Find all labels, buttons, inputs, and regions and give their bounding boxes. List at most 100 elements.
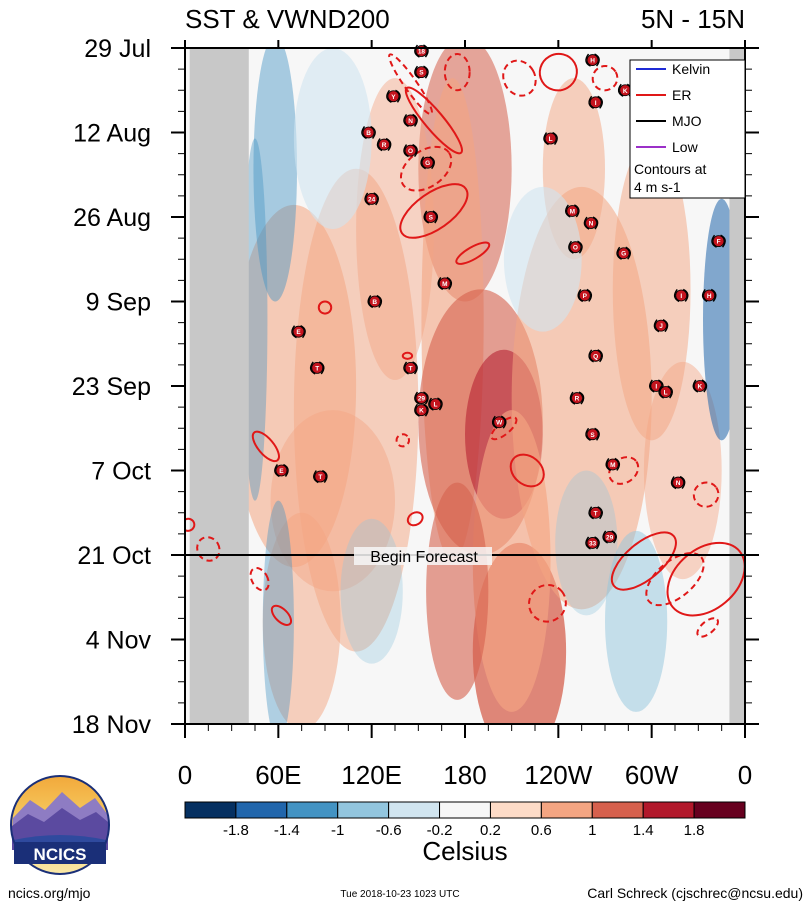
colorbar-tick-label: -1.4 (274, 822, 300, 839)
storm-dot (415, 66, 428, 79)
storm-marker: 24 (364, 192, 379, 206)
storm-marker: T (313, 469, 328, 484)
er-contour (406, 511, 424, 527)
colorbar-tick-label: -0.2 (427, 822, 453, 839)
storm-dot (421, 156, 434, 169)
storm-label: O (573, 245, 578, 252)
storm-label: R (575, 396, 580, 403)
axes: 0 60E 120E 180 120W 60W 0 29 Jul 12 Aug 26 Aug 9 S… (72, 35, 759, 790)
storm-tail (491, 415, 498, 429)
storm-tail (412, 361, 418, 375)
storm-marker: J (653, 318, 669, 333)
storm-tail (585, 53, 591, 67)
storm-label: Y (391, 94, 396, 101)
storm-marker: 29 (602, 530, 617, 544)
storm-label: G (425, 160, 430, 167)
storm-dot (617, 247, 630, 260)
storm-label: R (382, 142, 387, 149)
legend: Kelvin ER MJO Low Contours at 4 m s-1 (629, 59, 746, 199)
storm-tail (649, 379, 655, 393)
storm-tail (673, 289, 680, 303)
er-contour (591, 65, 619, 92)
storm-label: P (583, 293, 588, 300)
storm-marker: Y (386, 89, 401, 103)
y-tick-label: 9 Sep (86, 289, 151, 317)
storm-tail (274, 464, 280, 478)
storm-tail (614, 457, 621, 471)
colorbar-unit-label: Celsius (422, 836, 507, 866)
storm-label: B (366, 130, 371, 137)
footer-url: ncics.org/mjo (8, 885, 91, 901)
storm-tail (568, 240, 574, 254)
storm-label: S (590, 432, 595, 439)
storm-marker: T (309, 361, 325, 375)
colorbar-swatch (693, 801, 746, 819)
storm-tail (701, 289, 708, 303)
storm-marker: L (658, 385, 673, 399)
forecast-label: Begin Forecast (370, 549, 478, 566)
legend-kelvin: Kelvin (672, 61, 710, 77)
storm-dot (606, 458, 619, 471)
er-contour (502, 59, 537, 97)
er-contour (610, 531, 677, 591)
storm-tail (701, 379, 708, 393)
y-tick-label: 26 Aug (73, 204, 151, 232)
storm-tail (667, 385, 673, 399)
storm-marker: B (361, 125, 376, 140)
storm-label: M (442, 281, 447, 288)
er-contour (528, 583, 567, 623)
anomaly-patch (340, 518, 403, 664)
storm-dot (578, 289, 591, 302)
storm-dot (589, 96, 602, 109)
storm-dot (404, 361, 417, 374)
er-contour (401, 351, 414, 360)
storm-dot (314, 470, 327, 483)
storm-marker: H (701, 288, 717, 303)
er-contour (696, 617, 719, 638)
storm-label: E (296, 329, 301, 336)
storm-tail (552, 131, 558, 145)
storm-tail (617, 83, 624, 97)
x-tick-label: 180 (443, 760, 486, 790)
storm-tail (309, 361, 316, 375)
storm-marker: I (673, 288, 689, 303)
storm-tail (597, 506, 603, 520)
storm-marker: T (403, 361, 418, 375)
storm-label: 18 (418, 49, 426, 56)
storm-tail (577, 289, 584, 303)
colorbar-swatch (642, 801, 695, 819)
storm-marker: M (437, 276, 453, 291)
storm-dot (415, 404, 428, 417)
anomaly-patch (270, 410, 395, 592)
storm-tail (585, 427, 591, 441)
legend-note-line2: 4 m s-1 (634, 179, 681, 195)
storm-label: T (315, 365, 319, 372)
storm-tail (592, 216, 599, 230)
logo-text: NCICS (34, 845, 87, 864)
storm-tail (423, 44, 429, 58)
storm-tail (611, 530, 617, 544)
storm-tail (423, 65, 429, 79)
storm-tail (597, 349, 603, 363)
storm-label: G (621, 251, 626, 258)
storm-marker: P (577, 288, 593, 303)
storm-tail (403, 144, 409, 158)
storm-tail (602, 530, 609, 544)
storm-tail (370, 125, 376, 139)
storm-dot (586, 537, 599, 549)
storm-tail (597, 95, 603, 109)
land-region (189, 48, 249, 724)
storm-tail (437, 397, 443, 411)
storm-tail (395, 89, 401, 103)
x-tick-label: 60E (255, 760, 301, 790)
anomaly-patch (293, 168, 419, 652)
y-tick-label: 21 Oct (77, 542, 151, 570)
storm-tail (367, 295, 374, 309)
storm-dot (703, 289, 716, 302)
storm-marker: R (376, 137, 392, 152)
storm-marker: H (585, 53, 600, 67)
colorbar-swatch (235, 801, 288, 819)
y-tick-label: 29 Jul (84, 35, 151, 63)
storm-tail (543, 132, 549, 146)
storm-marker: F (711, 234, 726, 248)
